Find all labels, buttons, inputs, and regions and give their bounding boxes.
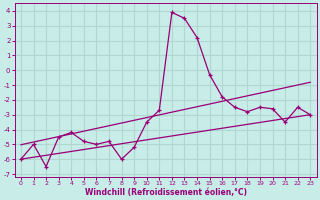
X-axis label: Windchill (Refroidissement éolien,°C): Windchill (Refroidissement éolien,°C): [84, 188, 247, 197]
